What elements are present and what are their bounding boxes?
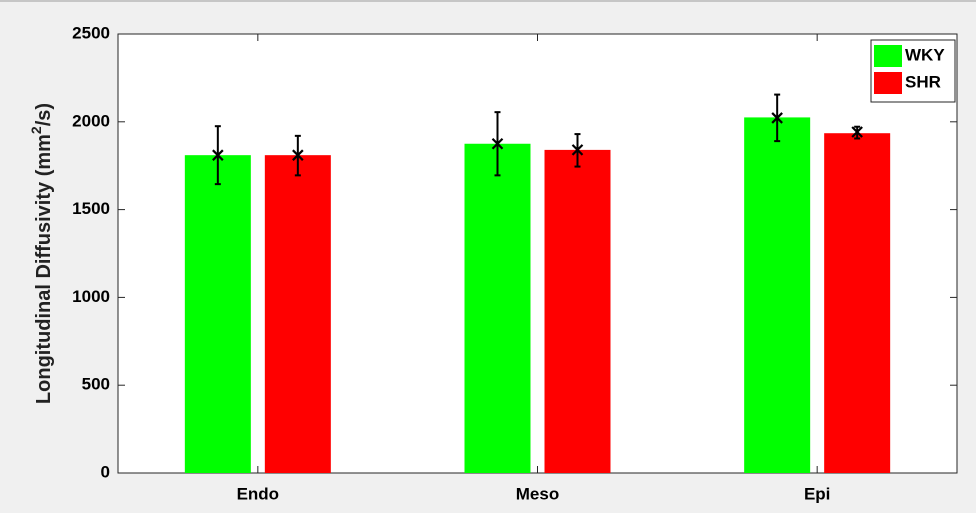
error-bars xyxy=(212,93,863,186)
legend-swatch-shr xyxy=(874,72,902,94)
bar-wky-epi xyxy=(744,117,811,473)
mean-marker-x xyxy=(212,149,224,161)
mean-marker-x xyxy=(571,144,584,156)
y-tick-label: 1000 xyxy=(72,287,110,306)
y-tick-label: 2500 xyxy=(72,23,110,42)
legend-label-wky: WKY xyxy=(905,45,945,64)
y-tick-label: 1500 xyxy=(72,199,110,218)
y-axis-title: Longitudinal Diffusivity (mm2/s) xyxy=(28,103,56,404)
bar-shr-epi xyxy=(824,133,891,474)
x-tick-label: Endo xyxy=(237,484,280,503)
mean-marker-x xyxy=(851,126,863,138)
y-tick-label: 2000 xyxy=(72,111,110,130)
y-tick-label: 0 xyxy=(101,462,110,481)
mean-marker-x xyxy=(771,112,783,124)
legend-swatch-wky xyxy=(874,45,902,67)
x-tick-label: Meso xyxy=(516,484,559,503)
mean-marker-x xyxy=(292,149,304,161)
legend: WKY SHR xyxy=(870,39,956,103)
x-tick-label: Epi xyxy=(804,484,830,503)
x-axis-ticks: Endo Meso Epi xyxy=(237,34,830,503)
y-axis-ticks: 0 500 1000 1500 2000 2500 xyxy=(72,23,957,481)
bar-shr-endo xyxy=(264,155,331,473)
bar-shr-meso xyxy=(544,149,611,473)
bars xyxy=(184,117,891,474)
plot-area xyxy=(117,33,958,474)
mean-marker-x xyxy=(491,137,504,150)
bar-wky-meso xyxy=(464,143,531,473)
bar-wky-endo xyxy=(184,155,251,473)
y-tick-label: 500 xyxy=(82,375,110,394)
legend-label-shr: SHR xyxy=(905,72,941,91)
